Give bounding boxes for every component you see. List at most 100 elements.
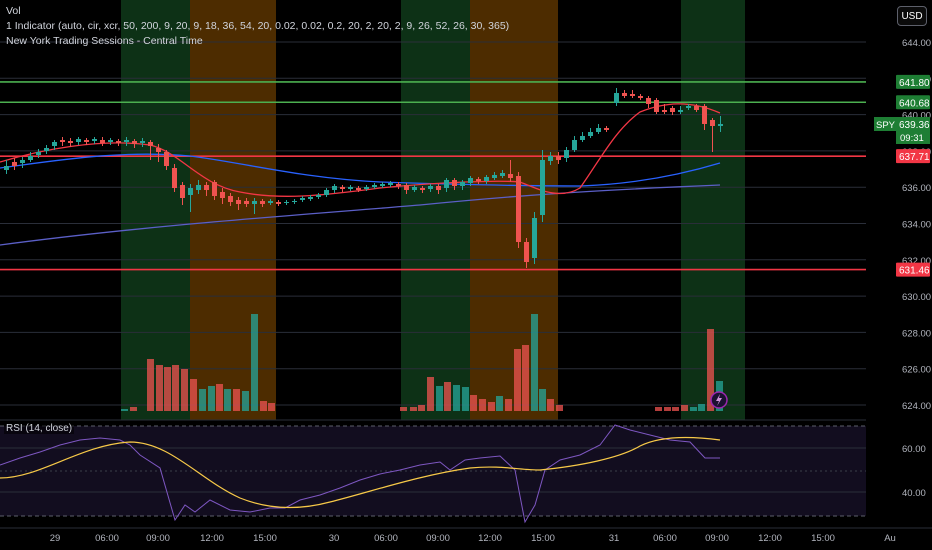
- candle-body: [60, 140, 65, 142]
- candle-body: [204, 185, 209, 190]
- volume-bar: [707, 329, 714, 411]
- candle-body: [84, 140, 89, 142]
- candle-body: [596, 128, 601, 132]
- volume-bar: [172, 365, 179, 411]
- candle-body: [228, 196, 233, 202]
- volume-bar: [453, 385, 460, 411]
- candle-body: [548, 156, 553, 161]
- price-tick-label: 626.00: [902, 365, 931, 376]
- volume-legend: Vol: [6, 5, 21, 17]
- volume-bar: [147, 359, 154, 411]
- volume-bar: [199, 389, 206, 411]
- price-tick-label: 636.00: [902, 183, 931, 194]
- volume-bar: [164, 367, 171, 411]
- candle-body: [614, 93, 619, 103]
- rsi-tick-label: 40.00: [902, 488, 926, 499]
- candle-body: [36, 152, 41, 155]
- volume-bar: [655, 407, 662, 411]
- candle-body: [444, 180, 449, 188]
- candle-body: [604, 128, 609, 130]
- candle-body: [670, 108, 675, 112]
- volume-bar: [156, 365, 163, 411]
- level-price-text: 641.80: [899, 78, 930, 89]
- volume-bar: [418, 405, 425, 411]
- candle-body: [108, 140, 113, 142]
- time-axis-label: Au: [884, 533, 896, 544]
- candle-body: [316, 195, 321, 197]
- symbol-text: SPY: [876, 120, 896, 131]
- volume-bar: [242, 391, 249, 411]
- volume-bar: [462, 387, 469, 411]
- symbol-tag: [874, 117, 896, 131]
- candle-body: [630, 94, 635, 96]
- price-tick-label: 630.00: [902, 292, 931, 303]
- rsi-legend[interactable]: RSI (14, close): [4, 423, 75, 434]
- rsi-tick-label: 60.00: [902, 444, 926, 455]
- candle-body: [694, 106, 699, 110]
- candle-body: [484, 177, 489, 181]
- indicator-legend[interactable]: 1 Indicator (auto, cir, xcr, 50, 200, 9,…: [6, 20, 510, 32]
- price-tick-label: 634.00: [902, 220, 931, 231]
- candle-body: [492, 175, 497, 178]
- candle-body: [396, 184, 401, 186]
- candle-body: [124, 140, 129, 142]
- candle-body: [622, 93, 627, 96]
- time-axis-label: 15:00: [811, 533, 835, 544]
- volume-bar: [514, 349, 521, 411]
- sma-50-line: [0, 153, 721, 187]
- candle-body: [476, 179, 481, 181]
- volume-bar: [130, 407, 137, 411]
- time-axis-label: 06:00: [653, 533, 677, 544]
- volume-bar: [681, 405, 688, 411]
- candle-body: [236, 200, 241, 204]
- volume-bar: [539, 389, 546, 411]
- candle-body: [646, 98, 651, 104]
- currency-button[interactable]: USD: [897, 6, 927, 26]
- candle-body: [148, 142, 153, 146]
- candle-body: [244, 201, 249, 204]
- candle-body: [718, 124, 723, 126]
- price-tick-label: 632.00: [902, 256, 931, 267]
- level-price-text: 640.68: [899, 98, 930, 109]
- session-band: [401, 0, 470, 420]
- candle-body: [654, 100, 659, 112]
- level-price-tag: [896, 262, 930, 277]
- sessions-legend[interactable]: New York Trading Sessions - Central Time: [6, 35, 203, 47]
- candle-body: [460, 182, 465, 186]
- candle-body: [196, 185, 201, 190]
- candle-body: [686, 106, 691, 108]
- candle-body: [324, 190, 329, 195]
- candle-body: [340, 187, 345, 189]
- level-price-text: 637.71: [899, 152, 930, 163]
- candle-body: [268, 201, 273, 203]
- volume-bar: [690, 407, 697, 411]
- candle-body: [710, 120, 715, 126]
- volume-bar: [181, 369, 188, 411]
- candle-body: [364, 187, 369, 189]
- candle-body: [44, 148, 49, 151]
- volume-bar: [547, 399, 554, 411]
- volume-bar: [427, 377, 434, 411]
- session-band: [190, 0, 276, 420]
- volume-bar: [400, 407, 407, 411]
- level-price-tag: [896, 95, 930, 110]
- candle-body: [380, 184, 385, 186]
- time-axis-label: 30: [329, 533, 340, 544]
- volume-bar: [224, 389, 231, 411]
- candle-body: [524, 242, 529, 262]
- price-tick-label: 624.00: [902, 401, 931, 412]
- last-price-text: 639.36: [899, 120, 930, 131]
- candle-body: [436, 186, 441, 190]
- candle-body: [556, 156, 561, 160]
- candle-body: [252, 201, 257, 204]
- volume-bar: [208, 386, 215, 411]
- volume-bar: [233, 389, 240, 411]
- sma-200-line: [0, 184, 721, 246]
- volume-bar: [488, 402, 495, 411]
- volume-bar: [260, 401, 267, 411]
- candle-body: [260, 201, 265, 204]
- candle-body: [68, 141, 73, 143]
- candle-body: [308, 197, 313, 199]
- volume-bar: [496, 396, 503, 411]
